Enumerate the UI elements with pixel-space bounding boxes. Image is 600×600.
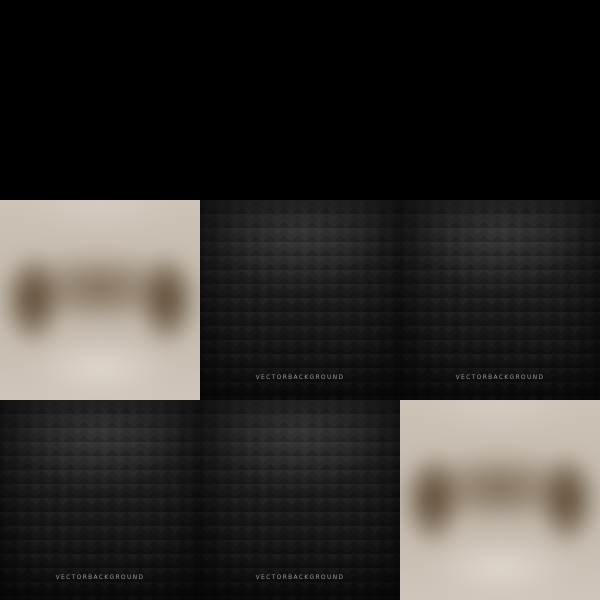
watermark-text: VECTORBACKGROUND <box>255 574 345 581</box>
thumbnail-photo-2[interactable] <box>400 400 600 600</box>
blurred-photo-image <box>400 400 600 600</box>
watermark: VECTORBACKGROUND · · · · <box>400 374 600 385</box>
blurred-photo-image <box>0 200 200 400</box>
watermark-subtext: · · · · <box>307 581 315 585</box>
watermark: VECTORBACKGROUND · · · · <box>200 574 400 585</box>
watermark-text: VECTORBACKGROUND <box>455 374 545 381</box>
top-black-area <box>0 0 600 200</box>
watermark-text: VECTORBACKGROUND <box>255 374 345 381</box>
thumbnail-pattern-3[interactable]: VECTORBACKGROUND · · · · <box>0 400 200 600</box>
watermark-text: VECTORBACKGROUND <box>55 574 145 581</box>
thumbnail-pattern-1[interactable]: VECTORBACKGROUND · · · · <box>200 200 400 400</box>
thumbnail-photo-1[interactable] <box>0 200 200 400</box>
watermark: VECTORBACKGROUND · · · · <box>0 574 200 585</box>
thumbnail-pattern-4[interactable]: VECTORBACKGROUND · · · · <box>200 400 400 600</box>
watermark: VECTORBACKGROUND · · · · <box>200 374 400 385</box>
watermark-subtext: · · · · <box>307 381 315 385</box>
thumbnail-pattern-2[interactable]: VECTORBACKGROUND · · · · <box>400 200 600 400</box>
thumbnail-grid: VECTORBACKGROUND · · · · VECTORBACKGROUN… <box>0 200 600 600</box>
watermark-subtext: · · · · <box>107 581 115 585</box>
watermark-subtext: · · · · <box>507 381 515 385</box>
